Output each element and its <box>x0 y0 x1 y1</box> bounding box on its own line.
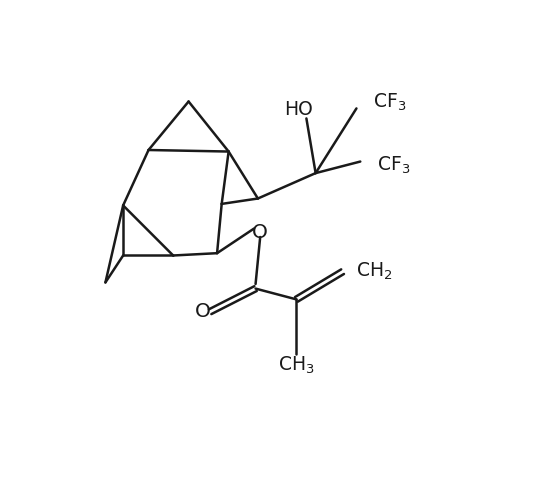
Text: HO: HO <box>285 100 313 119</box>
Text: CH$_2$: CH$_2$ <box>356 261 393 282</box>
Text: CF$_3$: CF$_3$ <box>377 155 411 176</box>
Text: CH$_3$: CH$_3$ <box>278 355 315 376</box>
Text: O: O <box>252 223 268 242</box>
Text: CF$_3$: CF$_3$ <box>374 92 407 113</box>
Text: O: O <box>194 302 210 321</box>
